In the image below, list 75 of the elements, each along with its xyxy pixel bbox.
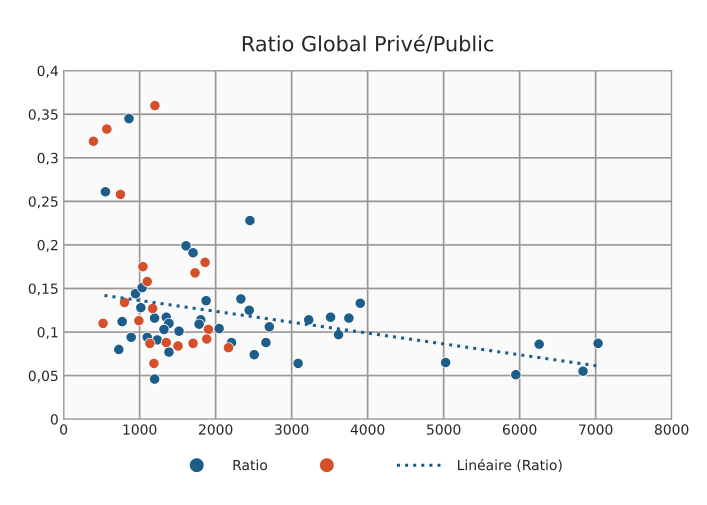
point <box>325 312 336 323</box>
point <box>174 326 184 337</box>
point <box>190 267 201 278</box>
y-tick-label: 0,2 <box>38 240 58 252</box>
point <box>158 324 170 335</box>
point <box>244 215 256 226</box>
point <box>114 188 126 200</box>
point <box>214 323 225 334</box>
point <box>534 338 545 350</box>
point <box>123 113 134 124</box>
point <box>343 312 354 324</box>
point <box>116 316 128 328</box>
point <box>510 369 522 380</box>
point <box>126 332 137 343</box>
point <box>142 276 153 288</box>
point <box>333 329 344 340</box>
point <box>137 261 148 272</box>
x-tick-label: 0 <box>60 424 68 435</box>
point <box>148 358 160 369</box>
point <box>163 346 174 358</box>
y-tick-label: 0,1 <box>38 327 58 339</box>
y-tick-label: 0 <box>50 414 58 425</box>
x-tick-label: 6000 <box>502 424 536 435</box>
point <box>160 336 172 348</box>
x-tick-label: 1000 <box>123 424 156 435</box>
point <box>194 318 205 330</box>
point <box>440 357 452 368</box>
legend-label: Linéaire (Ratio) <box>458 458 562 472</box>
point <box>135 302 146 314</box>
point <box>200 295 212 306</box>
x-tick-label: 7000 <box>579 424 612 435</box>
y-tick-label: 0,15 <box>28 283 58 296</box>
x-tick-label: 3000 <box>275 424 308 435</box>
point <box>113 344 124 355</box>
point <box>244 304 255 316</box>
x-tick-label: 2000 <box>198 424 232 435</box>
point <box>180 240 192 252</box>
point <box>147 303 158 314</box>
point <box>119 296 130 308</box>
point <box>578 366 589 377</box>
y-tick-label: 0,05 <box>28 370 58 382</box>
point <box>88 136 99 147</box>
y-tick-label: 0,3 <box>38 152 58 165</box>
point <box>354 298 366 309</box>
point <box>172 340 184 352</box>
y-tick-label: 0,35 <box>28 109 58 122</box>
point <box>264 321 275 332</box>
point <box>303 314 314 326</box>
point <box>130 288 142 300</box>
point <box>101 124 112 135</box>
chart-title: Ratio Global Privé/Public <box>242 34 494 54</box>
legend-label: Ratio <box>234 460 268 470</box>
point <box>248 349 260 360</box>
x-tick-label: 8000 <box>654 424 688 435</box>
x-tick-label: 4000 <box>350 424 384 435</box>
point <box>260 336 272 348</box>
point <box>201 334 212 345</box>
point <box>149 100 160 112</box>
point <box>292 358 304 369</box>
point <box>188 247 199 258</box>
point <box>222 342 234 354</box>
point <box>200 256 211 268</box>
point <box>202 324 214 335</box>
point <box>149 312 160 324</box>
point <box>100 186 111 198</box>
x-tick-label: 5000 <box>427 424 460 435</box>
point <box>144 338 156 349</box>
point <box>133 315 144 326</box>
point <box>98 318 109 329</box>
point <box>149 374 160 385</box>
y-tick-label: 0,25 <box>28 196 58 208</box>
point <box>235 293 246 304</box>
point <box>592 338 604 349</box>
point <box>188 338 199 349</box>
y-tick-label: 0,4 <box>38 66 58 78</box>
